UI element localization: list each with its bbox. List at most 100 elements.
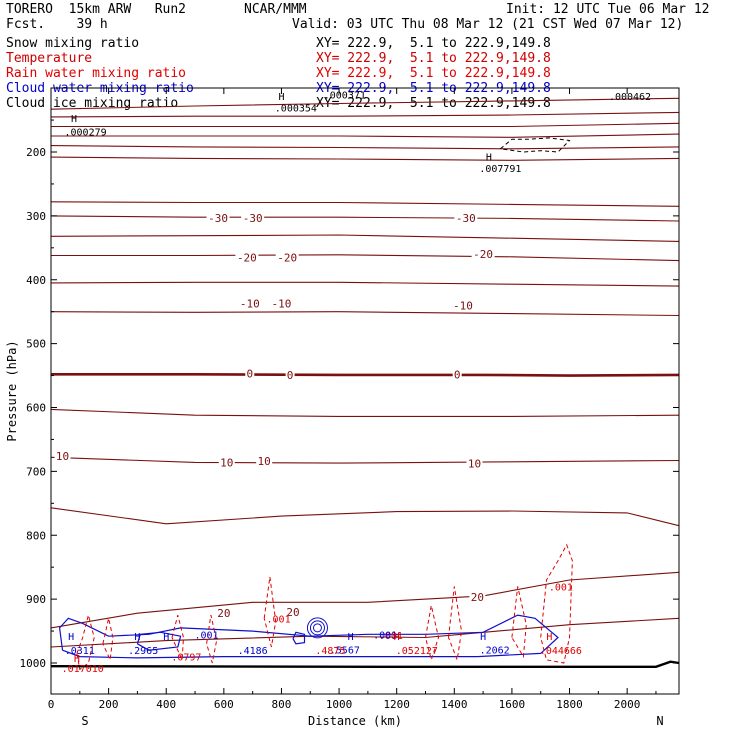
- isotherm-label-bg: [238, 297, 262, 310]
- rain-water-contour: [448, 586, 463, 662]
- isotherm-label-bg: [235, 251, 259, 264]
- isotherm-label-bg: [275, 251, 299, 264]
- rain-water-contour: [102, 618, 114, 662]
- isotherm-10: [50, 456, 680, 464]
- isotherm-label-bg: [269, 297, 293, 310]
- isotherm-15: [50, 507, 680, 527]
- extremum-value-label: .000462: [609, 92, 651, 103]
- isotherm-m25: [50, 215, 680, 222]
- isotherm-label: 20: [286, 606, 299, 619]
- isotherm-label-bg: [452, 368, 462, 381]
- extremum-value-label: .052127: [396, 646, 438, 657]
- isotherm-label: -30: [208, 212, 228, 225]
- high-marker: H: [278, 92, 284, 103]
- x-tick-label: 1600: [499, 698, 526, 711]
- x-tick-label: 0: [48, 698, 55, 711]
- isotherm-5: [50, 408, 680, 417]
- isotherm-label: -20: [277, 251, 297, 264]
- high-marker: H: [74, 654, 80, 665]
- isotherm-label-bg: [245, 367, 255, 380]
- extremum-value-label: .007791: [479, 164, 521, 175]
- isotherm-m30: [50, 201, 680, 207]
- isotherm-label-bg: [451, 299, 475, 312]
- cloud-water-contour: [292, 631, 306, 645]
- extremum-value-label: .001: [549, 582, 573, 593]
- high-marker: H: [163, 632, 169, 643]
- y-tick-label: 300: [26, 210, 46, 223]
- high-marker: H: [68, 632, 74, 643]
- header-org: NCAR/MMM: [244, 2, 307, 17]
- y-tick-label: 700: [26, 465, 46, 478]
- legend-snow-range: XY= 222.9, 5.1 to 222.9,149.8: [316, 36, 551, 51]
- isotherm-m10: [50, 281, 680, 287]
- isotherm-m60: [50, 97, 680, 110]
- isotherm-label: -20: [237, 251, 257, 264]
- legend-snow-label: Snow mixing ratio: [6, 36, 140, 51]
- y-tick-label: 1000: [20, 657, 47, 670]
- isotherm-label: 0: [246, 368, 253, 381]
- extremum-value-label: .001: [373, 630, 397, 641]
- isotherm-label-bg: [206, 211, 230, 224]
- x-axis-title: Distance (km): [308, 714, 402, 728]
- isotherm-25: [50, 617, 680, 648]
- header-fcst: Fcst. 39 h: [6, 17, 108, 32]
- extremum-value-label: .000279: [64, 128, 106, 139]
- isotherm-label-bg: [284, 605, 301, 618]
- y-tick-label: 400: [26, 274, 46, 287]
- y-tick-label: 200: [26, 146, 46, 159]
- isotherm-label: -20: [473, 248, 493, 261]
- rain-water-contour: [511, 586, 527, 659]
- isotherm-m50: [51, 122, 680, 128]
- x-tick-label: 1400: [441, 698, 468, 711]
- cloud-water-ring: [309, 620, 325, 636]
- isotherm-m35: [50, 156, 680, 161]
- isotherm-m55: [50, 111, 680, 118]
- y-tick-label: 800: [26, 529, 46, 542]
- extremum-value-label: .2062: [480, 646, 510, 657]
- high-marker: H: [394, 632, 400, 643]
- isotherm-label-bg: [285, 368, 295, 381]
- isotherm-label: 20: [471, 591, 484, 604]
- x-tick-label: 1000: [326, 698, 353, 711]
- x-tick-label: 800: [272, 698, 292, 711]
- isotherm-label: 0: [454, 368, 461, 381]
- isotherm-label: -10: [272, 297, 292, 310]
- cloud-water-contour: [58, 614, 559, 659]
- isotherm-label: 10: [258, 455, 271, 468]
- snow-contour: [500, 137, 571, 153]
- extremum-value-label: .5567: [330, 646, 360, 657]
- isotherm-label-bg: [471, 248, 495, 261]
- high-marker: H: [546, 632, 552, 643]
- cloud-water-ring: [312, 623, 322, 633]
- extremum-value-label: .000354: [275, 103, 317, 114]
- x-tick-label: 2000: [614, 698, 641, 711]
- isotherm-label-bg: [469, 591, 486, 604]
- extremum-value-label: .0797: [171, 653, 201, 664]
- x-tick-label: 1200: [383, 698, 410, 711]
- isotherm-label-bg: [54, 450, 71, 463]
- extremum-value-label: .017010: [62, 664, 104, 675]
- legend-cloudice-range: XY= 222.9, 5.1 to 222.9,149.8: [316, 96, 551, 111]
- rain-water-contour: [425, 605, 440, 662]
- isotherm-label: 10: [220, 456, 233, 469]
- rain-water-contour: [540, 543, 573, 664]
- header-valid: Valid: 03 UTC Thu 08 Mar 12 (21 CST Wed …: [292, 17, 684, 32]
- legend-temp-range: XY= 222.9, 5.1 to 222.9,149.8: [316, 51, 551, 66]
- isotherm-label-bg: [466, 457, 483, 470]
- extremum-value-label: .001: [267, 614, 291, 625]
- isotherm-m15: [51, 254, 680, 262]
- y-tick-label: 600: [26, 402, 46, 415]
- y-tick-label: 500: [26, 338, 46, 351]
- rain-water-contour: [206, 614, 218, 664]
- isotherm-m5: [50, 311, 680, 317]
- isotherm-label: -30: [456, 212, 476, 225]
- high-marker: H: [480, 632, 486, 643]
- isotherm-label: 10: [56, 450, 69, 463]
- label-layer: -30 -30 -30 -20 -20 -20 -10 -10 -10 0 0 0 10 10 10 10 20…: [54, 91, 651, 675]
- plot-frame: [50, 87, 680, 695]
- isotherm-0: [51, 372, 680, 377]
- header-model: TORERO 15km ARW Run2: [6, 2, 187, 17]
- legend-rain-label: Rain water mixing ratio: [6, 66, 187, 81]
- rain-water-contour: [171, 614, 185, 661]
- isotherm-20: [50, 571, 680, 629]
